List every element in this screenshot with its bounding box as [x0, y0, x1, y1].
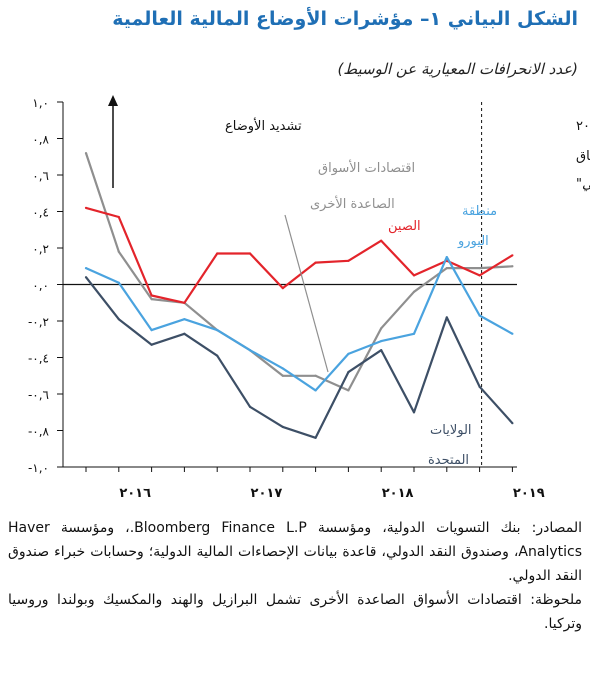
us-data-point	[347, 371, 350, 374]
euro-data-point	[281, 367, 284, 370]
us-data-point	[380, 349, 383, 352]
us-data-point	[248, 405, 252, 408]
em-data-point	[314, 374, 317, 377]
line-chart: ١,٠ ٠,٨ ٠,٦ ٠,٤ ٠,٢ ٠,٠ -٠,٢ -٠,٤ -٠,٦ -٠,٨ -١,٠ ٢٠…	[28, 95, 590, 501]
euro-series-line	[85, 256, 513, 392]
em-data-point	[84, 152, 88, 155]
em-data-point	[150, 298, 153, 301]
china-data-point	[84, 206, 88, 209]
us-data-point	[412, 411, 416, 414]
y-tick-label: ٠,٦	[32, 169, 49, 183]
x-year-label: ٢٠١٨	[382, 486, 414, 501]
em-data-point	[117, 250, 120, 253]
euro-data-point	[347, 352, 350, 355]
china-data-point	[150, 294, 153, 297]
y-tick-label: -١,٠	[28, 461, 49, 475]
y-tick-label: -٠,٨	[28, 425, 50, 439]
x-year-label: ٢٠١٦	[119, 486, 151, 501]
euro-data-point	[183, 318, 186, 321]
em-data-point	[478, 266, 481, 270]
chart-title: الشكل البياني ١– مؤشرات الأوضاع المالية …	[112, 8, 578, 30]
y-tick-label: -٠,٤	[28, 352, 49, 366]
euro-data-point	[412, 332, 416, 335]
weo-label-line1: عدد إبريل ٢٠١٩	[576, 119, 590, 134]
tightening-arrowhead	[108, 95, 118, 106]
china-data-point	[347, 259, 350, 262]
china-data-point	[380, 239, 383, 242]
em-series-line	[84, 152, 513, 392]
us-series-line	[85, 276, 514, 439]
us-data-point	[445, 316, 448, 319]
euro-data-point	[150, 329, 153, 332]
euro-data-point	[84, 266, 88, 270]
euro-label-line2: اليورو	[457, 234, 489, 249]
euro-label-line1: منطقة	[462, 204, 497, 219]
us-data-point	[511, 422, 514, 425]
euro-data-point	[478, 314, 481, 317]
china-data-point	[248, 252, 252, 255]
chart-subtitle: (عدد الانحرافات المعيارية عن الوسيط)	[337, 60, 578, 78]
weo-label-line2: من تقرير "آفاق	[576, 147, 590, 164]
x-year-label: ٢٠١٧	[251, 486, 283, 501]
em-label-line2: الصاعدة الأخرى	[310, 195, 395, 212]
tightening-label: تشديد الأوضاع	[225, 117, 302, 134]
chart-footer: المصادر: بنك التسويات الدولية، ومؤسسة Bl…	[8, 516, 582, 636]
em-data-point	[347, 389, 350, 392]
euro-data-point	[248, 349, 252, 352]
weo-label-line3: الاقتصاد العالمي"	[576, 177, 590, 192]
axes-layer: ١,٠ ٠,٨ ٠,٦ ٠,٤ ٠,٢ ٠,٠ -٠,٢ -٠,٤ -٠,٦ -٠,٨ -١,٠ ٢٠…	[28, 96, 545, 501]
us-label-line2: المتحدة	[428, 453, 469, 468]
series-layer	[84, 152, 514, 439]
euro-data-point	[380, 339, 383, 343]
china-data-point	[314, 261, 317, 264]
y-tick-label: -٠,٢	[28, 315, 49, 329]
y-tick-label: ٠,٨	[32, 133, 49, 147]
us-data-point	[84, 276, 88, 279]
us-data-point	[150, 343, 153, 346]
euro-data-point	[511, 332, 514, 335]
us-data-point	[216, 354, 219, 357]
china-series-line	[85, 206, 513, 304]
china-data-point	[412, 274, 416, 277]
y-tick-label: ٠,٢	[32, 242, 49, 256]
y-tick-label: ٠,٤	[32, 206, 49, 220]
euro-data-point	[445, 256, 448, 259]
china-data-point	[281, 287, 284, 290]
em-data-point	[380, 327, 383, 330]
y-tick-label: ٠,٠	[32, 279, 49, 293]
china-data-point	[183, 301, 186, 304]
em-data-point	[445, 266, 448, 270]
em-data-point	[281, 374, 284, 377]
china-data-point	[216, 252, 219, 255]
x-year-label: ٢٠١٩	[513, 486, 545, 501]
euro-data-point	[314, 389, 317, 392]
china-data-point	[117, 215, 120, 219]
euro-data-point	[216, 329, 219, 332]
china-data-point	[478, 274, 481, 277]
us-data-point	[314, 436, 317, 439]
us-data-point	[478, 385, 481, 388]
us-data-point	[281, 425, 284, 428]
china-data-point	[511, 254, 514, 257]
annotation-layer: تشديد الأوضاع عدد إبريل ٢٠١٩ من تقرير "آ…	[108, 95, 590, 468]
us-label-line1: الولايات	[430, 423, 472, 438]
em-data-point	[511, 265, 514, 268]
em-leader-line	[284, 214, 329, 373]
em-data-point	[412, 290, 416, 293]
euro-data-point	[117, 281, 120, 284]
y-tick-label: -٠,٦	[28, 388, 49, 402]
us-data-point	[183, 332, 186, 335]
em-label-line1: اقتصادات الأسواق	[318, 159, 415, 176]
sources-text: المصادر: بنك التسويات الدولية، ومؤسسة Bl…	[8, 520, 583, 584]
us-data-point	[117, 318, 120, 321]
y-tick-label: ١,٠	[32, 96, 49, 110]
china-label: الصين	[388, 219, 421, 234]
note-text: ملحوظة: اقتصادات الأسواق الصاعدة الأخرى …	[8, 592, 582, 632]
